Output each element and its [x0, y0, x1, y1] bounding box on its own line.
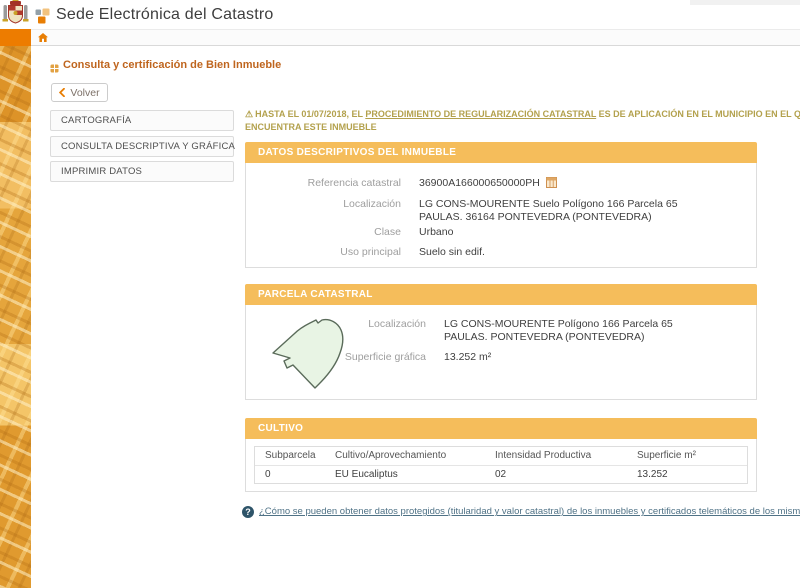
- field-value: Suelo sin edif.: [419, 246, 485, 258]
- spain-coat-of-arms-logo: [2, 0, 29, 24]
- section-header-parcela: PARCELA CATASTRAL: [245, 284, 757, 305]
- column-header: Subparcela: [265, 450, 316, 461]
- column-header: Intensidad Productiva: [495, 450, 592, 461]
- table-row: 0 EU Eucaliptus 02 13.252: [255, 466, 747, 484]
- regularization-notice: ⚠ HASTA EL 01/07/2018, EL PROCEDIMIENTO D…: [245, 108, 800, 134]
- localizacion-line-1: LG CONS-MOURENTE Suelo Polígono 166 Parc…: [419, 198, 678, 210]
- field-label: Localización: [343, 198, 401, 210]
- cartography-detail-icon[interactable]: [545, 177, 557, 188]
- localizacion-line-2: PAULAS. PONTEVEDRA (PONTEVEDRA): [444, 331, 645, 343]
- section-cultivo: CULTIVO Subparcela Cultivo/Aprovechamien…: [245, 418, 757, 492]
- app-title: Sede Electrónica del Catastro: [56, 6, 274, 23]
- cultivo-table: Subparcela Cultivo/Aprovechamiento Inten…: [254, 446, 748, 484]
- warning-icon: ⚠: [245, 109, 254, 119]
- protected-data-help: ? ¿Cómo se pueden obtener datos protegido…: [242, 503, 800, 521]
- field-value: LG CONS-MOURENTE Polígono 166 Parcela 65…: [444, 318, 748, 344]
- section-parcela-catastral: PARCELA CATASTRAL Localización LG CONS-M…: [245, 284, 757, 400]
- page-title: Consulta y certificación de Bien Inmuebl…: [63, 59, 282, 71]
- localizacion-line-1: LG CONS-MOURENTE Polígono 166 Parcela 65: [444, 318, 673, 330]
- question-icon: ?: [242, 505, 254, 518]
- section-grid-icon: [50, 64, 59, 73]
- field-value: 13.252 m²: [444, 351, 492, 363]
- breadcrumb-bar: [31, 29, 800, 46]
- orange-accent-block: [0, 29, 31, 46]
- table-cell: 02: [495, 469, 507, 480]
- field-value: 36900A166000650000PH: [419, 177, 748, 190]
- table-cell: 13.252: [637, 469, 668, 480]
- sidebar-item-label: CONSULTA DESCRIPTIVA Y GRÁFICA: [61, 141, 236, 152]
- field-label: Referencia catastral: [307, 177, 401, 189]
- field-label: Clase: [374, 226, 401, 238]
- notice-text-suffix: ES DE APLICACIÓN EN EL MUNICIPIO EN EL Q…: [598, 109, 800, 119]
- table-header-row: Subparcela Cultivo/Aprovechamiento Inten…: [255, 447, 747, 466]
- column-header: Superficie m²: [637, 450, 696, 461]
- localizacion-line-2: PAULAS. 36164 PONTEVEDRA (PONTEVEDRA): [419, 211, 652, 223]
- chevron-left-icon: [59, 88, 66, 97]
- section-body-datos: Referencia catastral 36900A166000650000P…: [245, 163, 757, 268]
- field-value: Urbano: [419, 226, 454, 238]
- home-icon[interactable]: [38, 33, 48, 42]
- regularization-procedure-link[interactable]: PROCEDIMIENTO DE REGULARIZACIÓN CATASTRA…: [365, 109, 597, 119]
- field-label: Localización: [368, 318, 426, 330]
- sidebar-item-label: CARTOGRAFÍA: [61, 115, 132, 126]
- back-button[interactable]: Volver: [51, 83, 108, 102]
- notice-line-1: ⚠ HASTA EL 01/07/2018, EL PROCEDIMIENTO D…: [245, 108, 800, 121]
- section-datos-descriptivos: DATOS DESCRIPTIVOS DEL INMUEBLE Referenc…: [245, 142, 757, 268]
- parcel-outline-sketch: [272, 318, 344, 389]
- section-body-parcela: Localización LG CONS-MOURENTE Polígono 1…: [245, 305, 757, 400]
- column-header: Cultivo/Aprovechamiento: [335, 450, 447, 461]
- sidebar-item-imprimir-datos[interactable]: IMPRIMIR DATOS: [50, 161, 234, 182]
- table-cell: 0: [265, 469, 271, 480]
- back-button-label: Volver: [70, 86, 100, 99]
- field-label: Superficie gráfica: [344, 351, 426, 363]
- notice-text-prefix: HASTA EL 01/07/2018, EL: [255, 109, 366, 119]
- sec-logo-icon: [35, 8, 50, 24]
- sidebar-item-label: IMPRIMIR DATOS: [61, 166, 143, 177]
- protected-data-help-link[interactable]: ¿Cómo se pueden obtener datos protegidos…: [259, 506, 800, 518]
- section-header-datos: DATOS DESCRIPTIVOS DEL INMUEBLE: [245, 142, 757, 163]
- notice-line-2: ENCUENTRA ESTE INMUEBLE: [245, 122, 377, 132]
- field-label: Uso principal: [340, 246, 401, 258]
- sidebar-texture-image: [0, 46, 31, 588]
- sidebar-item-cartografia[interactable]: CARTOGRAFÍA: [50, 110, 234, 131]
- referencia-value: 36900A166000650000PH: [419, 177, 540, 189]
- table-cell: EU Eucaliptus: [335, 469, 398, 480]
- section-body-cultivo: Subparcela Cultivo/Aprovechamiento Inten…: [245, 439, 757, 492]
- top-strip: [690, 0, 800, 5]
- field-value: LG CONS-MOURENTE Suelo Polígono 166 Parc…: [419, 198, 748, 224]
- sidebar-item-consulta-descriptiva[interactable]: CONSULTA DESCRIPTIVA Y GRÁFICA: [50, 136, 236, 157]
- section-header-cultivo: CULTIVO: [245, 418, 757, 439]
